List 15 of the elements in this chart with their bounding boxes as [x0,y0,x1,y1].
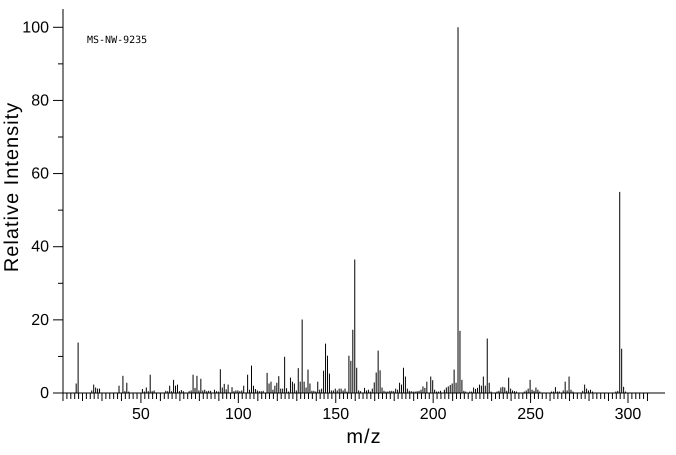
y-axis-title: Relative Intensity [0,100,24,274]
y-tick-label: 0 [40,384,50,402]
y-tick-label: 100 [22,18,50,36]
x-tick-label: 100 [224,406,252,422]
x-tick-label: 50 [132,406,150,422]
x-tick-label: 250 [517,406,544,422]
annotation: MS-NW-9235 [87,34,148,47]
x-tick-label: 200 [420,406,447,422]
x-tick-label: 150 [322,406,350,422]
x-tick-label: 300 [614,406,642,422]
y-tick-label: 20 [31,311,50,328]
y-tick-label: 80 [31,92,50,109]
y-tick-label: 60 [31,165,50,182]
x-axis-title: m/z [345,425,383,449]
y-tick-label: 40 [31,238,50,256]
